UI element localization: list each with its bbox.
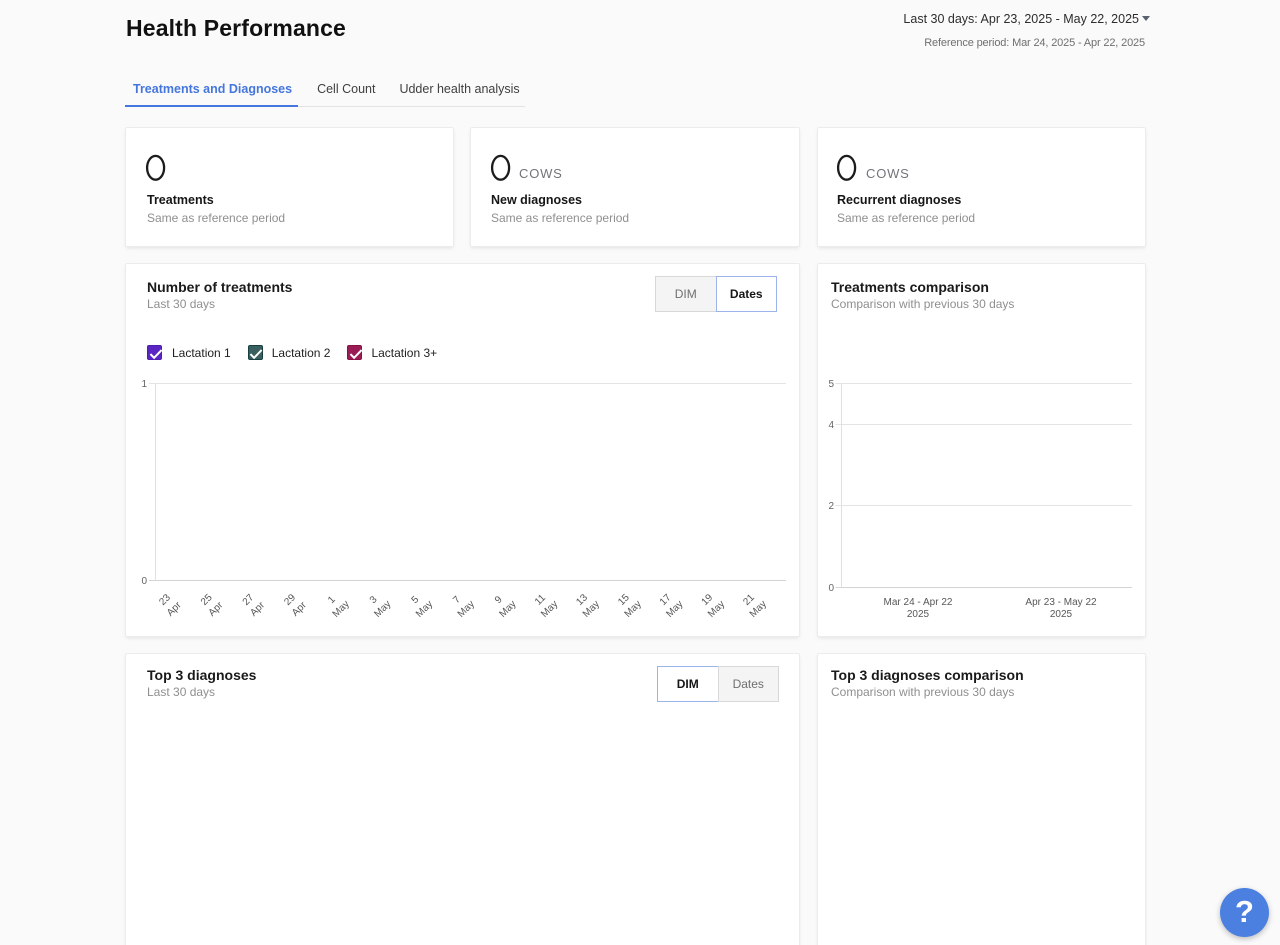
svg-text:9: 9 [493,594,505,606]
svg-text:Apr 23 - May 22: Apr 23 - May 22 [1025,597,1097,608]
svg-text:4: 4 [828,420,834,431]
svg-text:Mar 24 - Apr 22: Mar 24 - Apr 22 [884,597,953,608]
svg-text:5: 5 [828,379,834,390]
svg-text:1: 1 [326,594,338,606]
svg-text:2025: 2025 [907,609,930,620]
svg-text:3: 3 [368,594,380,606]
svg-text:5: 5 [410,594,422,606]
svg-text:1: 1 [141,379,147,390]
svg-text:2025: 2025 [1050,609,1073,620]
svg-text:7: 7 [451,594,463,606]
svg-text:0: 0 [828,583,834,594]
svg-text:2: 2 [828,501,834,512]
svg-text:0: 0 [141,576,147,587]
